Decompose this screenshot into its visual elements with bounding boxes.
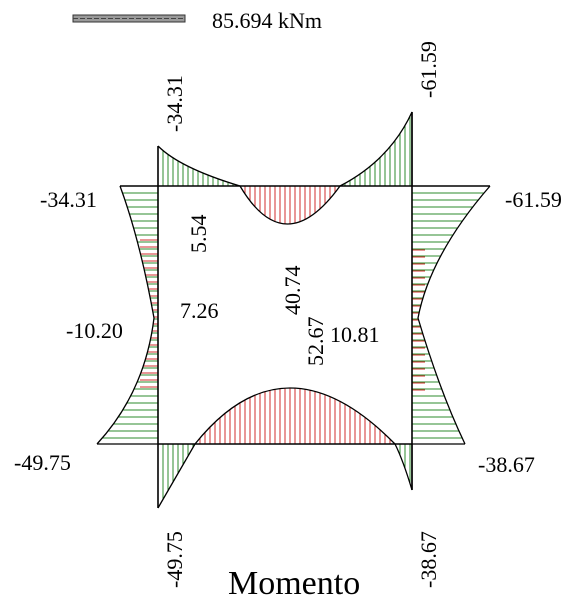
top-beam-curve bbox=[157, 111, 413, 225]
scale-value-label: 85.694 kNm bbox=[212, 8, 322, 33]
moment-curve-outlines bbox=[96, 111, 491, 509]
left-column-curve bbox=[96, 185, 155, 445]
label-right-column-top-rotated: -61.59 bbox=[416, 41, 441, 98]
label-top-beam-mid: 40.74 bbox=[280, 266, 305, 316]
label-right-column-mid: 10.81 bbox=[330, 322, 380, 347]
label-left-column-bottom-rotated: -49.75 bbox=[162, 531, 187, 588]
label-bottom-beam-mid: 52.67 bbox=[303, 317, 328, 367]
diagram-title: Momento bbox=[228, 565, 360, 601]
label-right-column-bottom: -38.67 bbox=[478, 452, 535, 477]
right-column-curve bbox=[417, 185, 491, 445]
label-left-column-mid-inner: 7.26 bbox=[180, 298, 219, 323]
label-left-column-top: -34.31 bbox=[40, 187, 97, 212]
label-top-beam-left: 5.54 bbox=[186, 215, 211, 254]
bottom-beam-curve bbox=[157, 387, 413, 509]
label-right-column-top: -61.59 bbox=[505, 187, 562, 212]
label-right-column-bottom-rotated: -38.67 bbox=[416, 531, 441, 588]
scale-bar bbox=[72, 14, 186, 23]
label-left-column-top-rotated: -34.31 bbox=[162, 75, 187, 132]
frame-structure bbox=[120, 112, 490, 508]
label-left-column-bottom: -49.75 bbox=[14, 450, 71, 475]
label-left-column-mid: -10.20 bbox=[66, 318, 123, 343]
